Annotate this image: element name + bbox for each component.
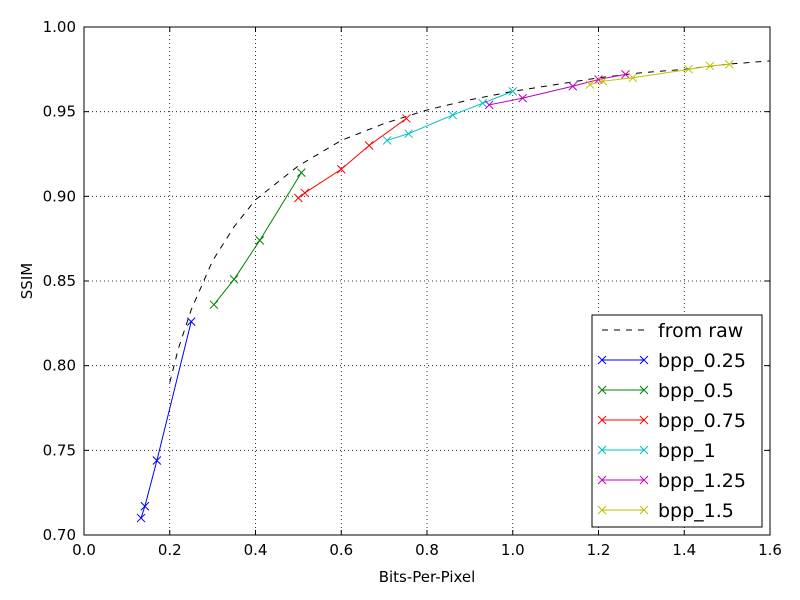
data-point xyxy=(621,70,630,79)
legend-label-bpp-0-25: bpp_0.25 xyxy=(658,350,746,372)
data-point xyxy=(568,81,578,91)
legend-label-bpp-1-25: bpp_1.25 xyxy=(658,470,746,492)
legend-marker xyxy=(639,445,649,455)
data-point xyxy=(209,300,219,310)
legend-marker xyxy=(597,505,607,515)
data-point xyxy=(448,110,458,120)
series-line-from-raw xyxy=(169,60,771,383)
legend-marker xyxy=(639,505,649,515)
legend-marker xyxy=(639,475,649,485)
y-tick-label: 0.85 xyxy=(43,272,76,290)
series-bpp-1 xyxy=(382,86,518,145)
x-axis-label: Bits-Per-Pixel xyxy=(379,568,476,586)
y-tick-label: 1.00 xyxy=(43,18,76,36)
x-tick-label: 1.4 xyxy=(672,541,696,559)
series-line-bpp-1 xyxy=(386,90,513,141)
data-point xyxy=(336,164,346,174)
series-bpp-0-75 xyxy=(294,114,411,203)
data-point xyxy=(152,456,162,465)
data-point xyxy=(364,141,374,150)
series-line-bpp-1-5 xyxy=(589,63,730,86)
x-tick-label: 0.0 xyxy=(72,541,96,559)
legend-marker xyxy=(639,415,649,425)
series-bpp-1-25 xyxy=(484,70,630,110)
data-point xyxy=(297,168,306,177)
data-point xyxy=(724,59,734,69)
y-tick-label: 0.75 xyxy=(43,441,76,459)
legend-label-bpp-1: bpp_1 xyxy=(658,440,716,462)
data-point xyxy=(518,93,527,103)
y-axis-label: SSIM xyxy=(18,263,36,299)
series-line-bpp-0-5 xyxy=(213,172,302,306)
series-line-bpp-0-25 xyxy=(140,321,192,519)
data-point xyxy=(598,76,608,86)
y-tick-label: 0.95 xyxy=(43,103,76,121)
data-point xyxy=(255,236,265,245)
x-tick-label: 0.4 xyxy=(244,541,268,559)
data-point xyxy=(294,193,303,203)
data-point xyxy=(684,64,693,74)
y-tick-label: 0.80 xyxy=(43,357,76,375)
data-point xyxy=(229,274,239,284)
legend-marker xyxy=(639,355,649,365)
series-line-bpp-0-75 xyxy=(298,118,407,199)
data-point xyxy=(484,100,494,110)
legend-label-bpp-0-5: bpp_0.5 xyxy=(658,380,734,402)
plot-series xyxy=(136,59,771,523)
data-point xyxy=(300,188,310,198)
y-tick-label: 0.90 xyxy=(43,187,76,205)
series-bpp-0-25 xyxy=(136,317,196,523)
series-bpp-0-5 xyxy=(209,168,306,310)
legend: from raw bpp_0.25 bpp_0.5 bpp_0.75 bpp_1 bpp_… xyxy=(591,314,763,528)
legend-label-from-raw: from raw xyxy=(658,320,743,342)
y-tick-label: 0.70 xyxy=(43,526,76,544)
data-point xyxy=(136,513,146,523)
legend-marker xyxy=(639,385,649,395)
data-point xyxy=(478,98,488,108)
legend-marker xyxy=(597,385,607,395)
x-tick-label: 1.2 xyxy=(587,541,611,559)
series-bpp-1-5 xyxy=(585,59,734,89)
axis-ticks: 0.0 0.2 0.4 0.6 0.8 1.0 1.2 1.4 1.6 0.70 0.75 0.80 0… xyxy=(43,18,782,559)
data-point xyxy=(585,80,595,89)
x-tick-label: 1.6 xyxy=(758,541,782,559)
data-point xyxy=(508,86,518,96)
legend-label-bpp-0-75: bpp_0.75 xyxy=(658,410,746,432)
legend-marker xyxy=(597,415,607,425)
x-tick-label: 0.6 xyxy=(329,541,353,559)
data-point xyxy=(140,501,150,511)
grid xyxy=(84,27,770,535)
x-tick-label: 0.2 xyxy=(158,541,182,559)
data-point xyxy=(628,73,638,83)
data-point xyxy=(402,114,411,123)
x-tick-label: 1.0 xyxy=(501,541,525,559)
data-point xyxy=(404,129,413,139)
legend-marker xyxy=(597,355,607,365)
x-tick-label: 0.8 xyxy=(415,541,439,559)
data-point xyxy=(705,61,715,71)
data-point xyxy=(186,317,196,326)
legend-box xyxy=(591,314,763,528)
legend-label-bpp-1-5: bpp_1.5 xyxy=(658,500,734,522)
legend-marker xyxy=(597,445,607,455)
legend-marker xyxy=(597,475,607,485)
data-point xyxy=(382,136,392,145)
series-from-raw xyxy=(169,60,771,383)
